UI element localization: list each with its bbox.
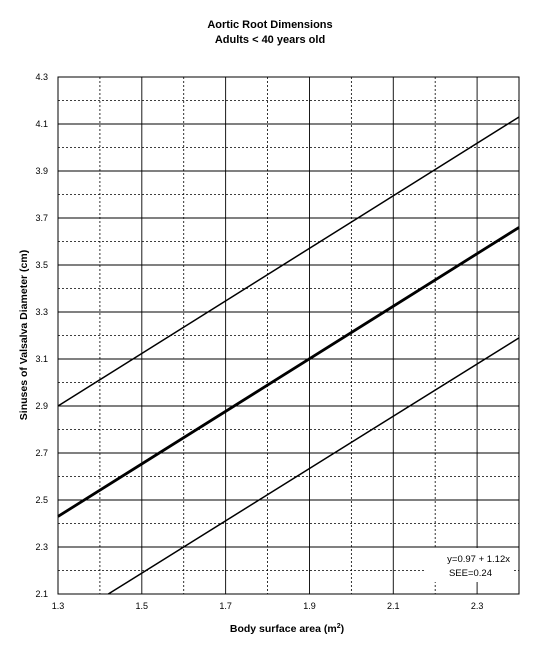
y-tick-label: 2.9 (35, 401, 48, 411)
tick-labels: 1.3 1.5 1.7 1.9 2.1 2.3 2.1 2.3 2.5 2.7 2.9 3.1 3.3 3… (35, 72, 483, 611)
series-lines (57, 116, 520, 595)
x-tick-label: 1.7 (219, 601, 232, 611)
y-tick-label: 4.1 (35, 119, 48, 129)
y-tick-label: 3.3 (35, 307, 48, 317)
y-tick-label: 4.3 (35, 72, 48, 82)
y-axis-label: Sinuses of Valsalva Diameter (cm) (18, 250, 30, 420)
x-axis-label-text: Body surface area (m (230, 623, 337, 635)
see-label: SEE=0.24 (449, 568, 492, 579)
mean-regression-line (57, 226, 520, 518)
x-tick-label: 2.3 (471, 601, 484, 611)
x-tick-label: 1.5 (136, 601, 149, 611)
chart-title: Aortic Root Dimensions (207, 19, 332, 31)
plot-frame (57, 76, 520, 595)
y-tick-label: 3.1 (35, 354, 48, 364)
y-tick-label: 2.5 (35, 495, 48, 505)
grid (57, 76, 520, 595)
y-tick-label: 3.7 (35, 213, 48, 223)
y-tick-label: 3.9 (35, 166, 48, 176)
x-tick-label: 2.1 (387, 601, 400, 611)
x-axis-label-end: ) (341, 623, 345, 635)
y-tick-label: 2.1 (35, 589, 48, 599)
lower-limit-line (107, 337, 520, 595)
y-tick-label: 2.7 (35, 448, 48, 458)
x-tick-label: 1.9 (303, 601, 316, 611)
x-axis-label-sup: 2 (337, 623, 341, 630)
equation-box (424, 548, 514, 582)
y-tick-label: 2.3 (35, 542, 48, 552)
y-tick-label: 3.5 (35, 260, 48, 270)
upper-limit-line (57, 116, 520, 407)
equation-label: y=0.97 + 1.12x (447, 554, 510, 565)
x-axis-label: Body surface area (m2) (230, 623, 344, 635)
chart-subtitle: Adults < 40 years old (215, 34, 325, 46)
x-tick-label: 1.3 (52, 601, 65, 611)
